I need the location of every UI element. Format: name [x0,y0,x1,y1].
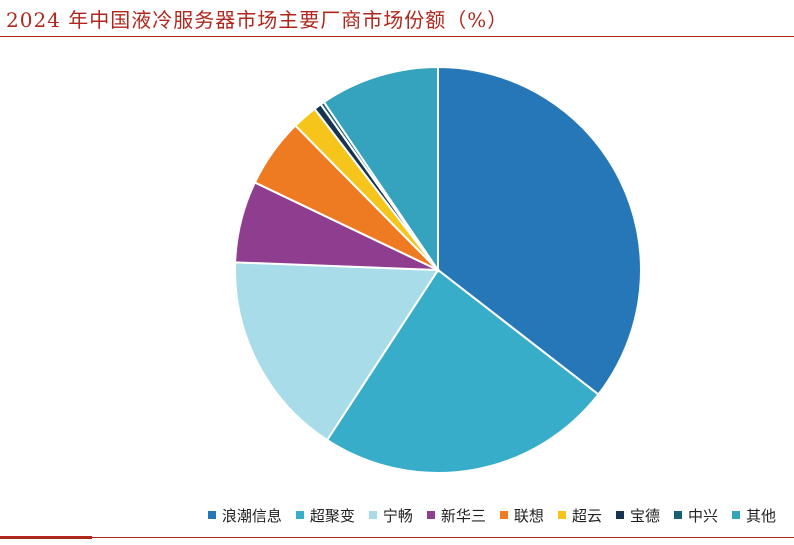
legend-swatch [557,511,566,519]
legend-label: 中兴 [687,506,718,525]
legend-swatch [295,511,304,519]
pie-chart [234,65,642,474]
legend-item-6: 宝德 [615,505,660,526]
pie-slice-0 [437,65,642,396]
legend-item-7: 中兴 [673,505,718,526]
legend-label: 宁畅 [382,506,413,525]
chart-area: 浪潮信息 超聚变 宁畅 新华三 联想 超云 宝德 中兴 其他 [0,37,794,537]
legend-label: 新华三 [440,506,486,525]
legend-label: 宝德 [629,506,660,525]
legend-item-4: 联想 [499,505,544,526]
legend-swatch [426,511,435,519]
title-divider [0,36,794,37]
legend-swatch [499,511,508,519]
bottom-divider-accent [0,536,92,539]
legend-swatch [368,511,377,519]
chart-title: 2024 年中国液冷服务器市场主要厂商市场份额（%） [6,8,509,32]
legend-label: 联想 [513,506,544,525]
pie-slice-2 [234,261,440,442]
chart-legend: 浪潮信息 超聚变 宁畅 新华三 联想 超云 宝德 中兴 其他 [0,503,794,527]
legend-swatch [207,511,216,519]
legend-swatch [615,511,624,519]
legend-label: 其他 [745,506,776,525]
legend-swatch [731,511,740,519]
pie-slice-1 [325,268,600,474]
legend-item-8: 其他 [731,505,776,526]
pie-slice-8 [322,65,439,274]
legend-item-0: 浪潮信息 [207,505,282,526]
legend-item-3: 新华三 [426,505,486,526]
legend-label: 超聚变 [309,506,355,525]
legend-item-2: 宁畅 [368,505,413,526]
legend-swatch [673,511,682,519]
bottom-divider [0,537,794,538]
legend-label: 超云 [571,506,602,525]
legend-item-5: 超云 [557,505,602,526]
legend-label: 浪潮信息 [221,506,282,525]
legend-item-1: 超聚变 [295,505,355,526]
